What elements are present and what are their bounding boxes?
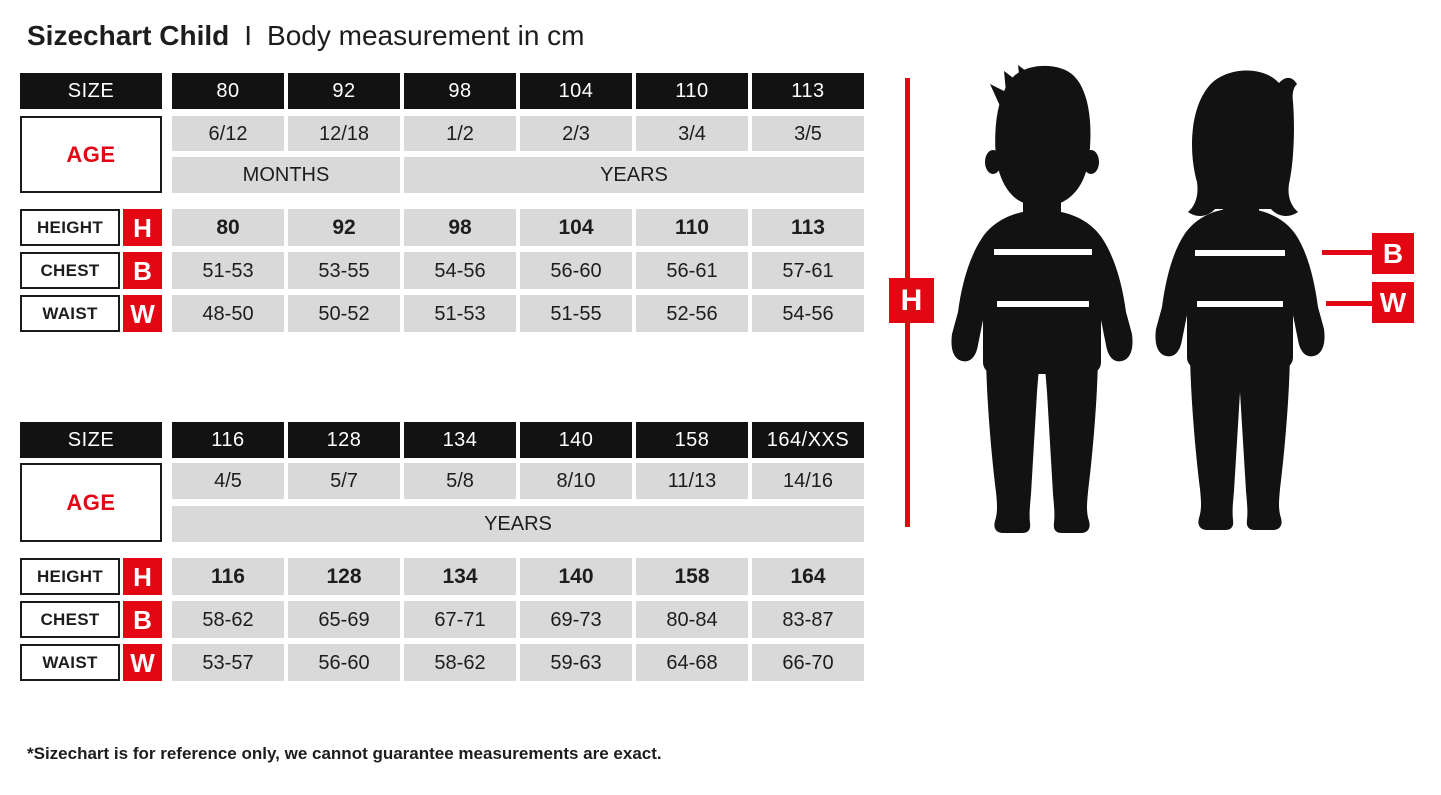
row-letter-badge: H: [123, 558, 162, 595]
row-label-cell: HEIGHT: [20, 558, 120, 595]
measure-value-cell: 48-50: [172, 295, 284, 332]
measure-value-cell: 58-62: [404, 644, 516, 681]
girl-silhouette: [1155, 70, 1325, 530]
size-header-cell: SIZE: [20, 73, 162, 109]
waist-marker-badge: W: [1372, 282, 1414, 323]
girl-waist-band: [1197, 301, 1283, 307]
age-unit-cell: YEARS: [404, 157, 864, 193]
measure-value-cell: 64-68: [636, 644, 748, 681]
measure-value-cell: 92: [288, 209, 400, 246]
footnote: *Sizechart is for reference only, we can…: [27, 744, 662, 763]
row-letter-badge: W: [123, 644, 162, 681]
page-title: Sizechart Child I Body measurement in cm: [27, 16, 585, 56]
row-label-cell: WAIST: [20, 644, 120, 681]
measure-value-cell: 83-87: [752, 601, 864, 638]
size-value-cell: 113: [752, 73, 864, 109]
boy-chest-band: [994, 249, 1092, 255]
measure-value-cell: 80: [172, 209, 284, 246]
row-label-cell: CHEST: [20, 252, 120, 289]
measure-value-cell: 51-55: [520, 295, 632, 332]
size-value-cell: 128: [288, 422, 400, 458]
measure-value-cell: 51-53: [404, 295, 516, 332]
measure-value-cell: 58-62: [172, 601, 284, 638]
age-value-cell: 5/8: [404, 463, 516, 499]
height-marker-letter: H: [900, 283, 923, 317]
size-header-cell: SIZE: [20, 422, 162, 458]
measure-value-cell: 140: [520, 558, 632, 595]
measure-value-cell: 66-70: [752, 644, 864, 681]
boy-waist-band: [997, 301, 1089, 307]
measure-value-cell: 53-57: [172, 644, 284, 681]
measure-value-cell: 113: [752, 209, 864, 246]
measure-value-cell: 104: [520, 209, 632, 246]
age-value-cell: 12/18: [288, 116, 400, 151]
age-value-cell: 1/2: [404, 116, 516, 151]
age-value-cell: 4/5: [172, 463, 284, 499]
title-subtitle: Body measurement in cm: [267, 20, 585, 51]
measure-value-cell: 98: [404, 209, 516, 246]
size-value-cell: 104: [520, 73, 632, 109]
measure-value-cell: 158: [636, 558, 748, 595]
row-letter-badge: W: [123, 295, 162, 332]
measure-value-cell: 52-56: [636, 295, 748, 332]
age-value-cell: 5/7: [288, 463, 400, 499]
age-unit-cell: MONTHS: [172, 157, 400, 193]
measure-value-cell: 56-60: [288, 644, 400, 681]
measure-value-cell: 54-56: [404, 252, 516, 289]
measure-value-cell: 116: [172, 558, 284, 595]
row-label-cell: HEIGHT: [20, 209, 120, 246]
row-letter-badge: B: [123, 252, 162, 289]
size-value-cell: 134: [404, 422, 516, 458]
height-marker-badge: H: [889, 278, 934, 323]
row-letter-badge: B: [123, 601, 162, 638]
measure-value-cell: 59-63: [520, 644, 632, 681]
size-value-cell: 80: [172, 73, 284, 109]
boy-silhouette: [951, 65, 1133, 533]
age-value-cell: 11/13: [636, 463, 748, 499]
measure-value-cell: 110: [636, 209, 748, 246]
age-value-cell: 14/16: [752, 463, 864, 499]
size-value-cell: 116: [172, 422, 284, 458]
row-label-cell: CHEST: [20, 601, 120, 638]
measure-value-cell: 67-71: [404, 601, 516, 638]
measure-value-cell: 51-53: [172, 252, 284, 289]
age-value-cell: 3/5: [752, 116, 864, 151]
age-header-cell: AGE: [20, 116, 162, 193]
age-unit-cell: YEARS: [172, 506, 864, 542]
chest-marker-badge: B: [1372, 233, 1414, 274]
size-value-cell: 140: [520, 422, 632, 458]
chest-marker-letter: B: [1382, 237, 1404, 269]
age-header-cell: AGE: [20, 463, 162, 542]
age-value-cell: 8/10: [520, 463, 632, 499]
size-value-cell: 164/XXS: [752, 422, 864, 458]
age-value-cell: 6/12: [172, 116, 284, 151]
age-value-cell: 3/4: [636, 116, 748, 151]
measure-value-cell: 134: [404, 558, 516, 595]
size-value-cell: 158: [636, 422, 748, 458]
measure-value-cell: 56-60: [520, 252, 632, 289]
measure-value-cell: 80-84: [636, 601, 748, 638]
measure-value-cell: 128: [288, 558, 400, 595]
measure-value-cell: 57-61: [752, 252, 864, 289]
age-value-cell: 2/3: [520, 116, 632, 151]
chest-marker-line: [1322, 250, 1374, 255]
title-main: Sizechart Child: [27, 20, 230, 51]
measure-value-cell: 54-56: [752, 295, 864, 332]
size-value-cell: 92: [288, 73, 400, 109]
waist-marker-letter: W: [1379, 286, 1407, 318]
girl-chest-band: [1195, 250, 1285, 256]
measure-value-cell: 69-73: [520, 601, 632, 638]
measure-value-cell: 50-52: [288, 295, 400, 332]
size-value-cell: 110: [636, 73, 748, 109]
title-separator: I: [244, 20, 253, 51]
waist-marker-line: [1326, 301, 1374, 306]
row-letter-badge: H: [123, 209, 162, 246]
measure-value-cell: 56-61: [636, 252, 748, 289]
measure-value-cell: 53-55: [288, 252, 400, 289]
size-value-cell: 98: [404, 73, 516, 109]
measure-value-cell: 65-69: [288, 601, 400, 638]
row-label-cell: WAIST: [20, 295, 120, 332]
measure-value-cell: 164: [752, 558, 864, 595]
